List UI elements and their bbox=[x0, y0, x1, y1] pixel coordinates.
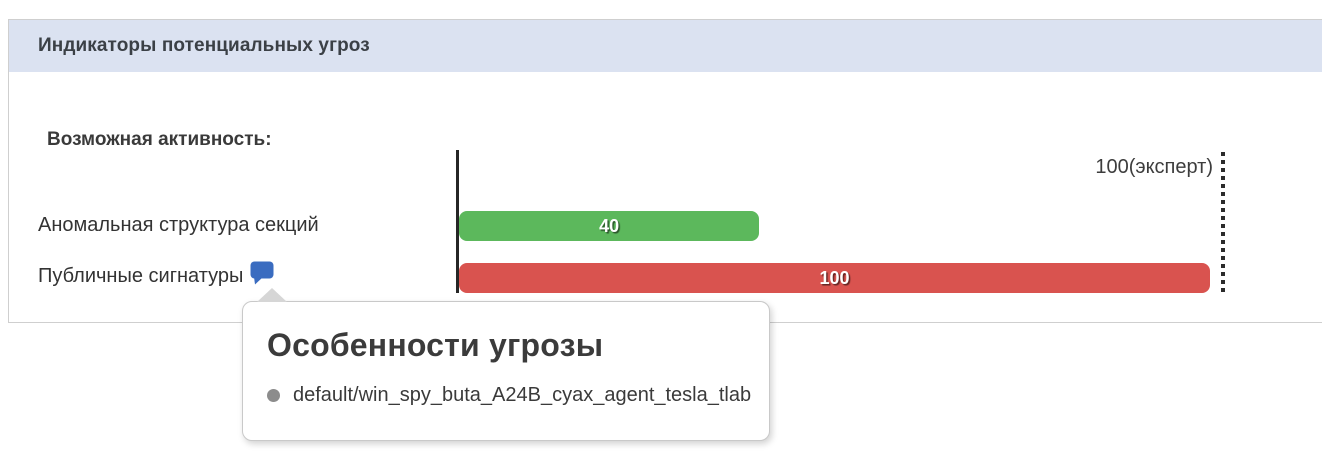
bar-anomalous-sections[interactable]: 40 bbox=[459, 211, 760, 241]
tooltip-item-text: default/win_spy_buta_A24B_cyax_agent_tes… bbox=[293, 384, 752, 406]
bar-public-signatures[interactable]: 100 bbox=[459, 263, 1210, 293]
bar-value: 100 bbox=[819, 267, 850, 288]
bullet-icon bbox=[267, 389, 280, 402]
comment-icon[interactable] bbox=[250, 261, 275, 285]
panel-title: Индикаторы потенциальных угроз bbox=[38, 35, 370, 56]
panel-header: Индикаторы потенциальных угроз bbox=[9, 20, 1322, 72]
chart-baseline bbox=[456, 150, 459, 293]
row-label-public-signatures: Публичные сигнатуры bbox=[38, 265, 244, 287]
tooltip-arrow-icon bbox=[257, 288, 287, 302]
bar-value: 40 bbox=[599, 215, 620, 236]
bar-track: 100 bbox=[459, 263, 1210, 293]
chart-max-dotted-line bbox=[1221, 152, 1225, 296]
tooltip-list-item: default/win_spy_buta_A24B_cyax_agent_tes… bbox=[267, 384, 751, 407]
threat-features-tooltip: Особенности угрозы default/win_spy_buta_… bbox=[242, 301, 770, 441]
chart-max-label: 100(эксперт) bbox=[1095, 156, 1213, 178]
row-label-anomalous-sections: Аномальная структура секций bbox=[38, 214, 319, 236]
section-label: Возможная активность: bbox=[47, 129, 272, 150]
tooltip-title: Особенности угрозы bbox=[267, 327, 604, 363]
bar-track: 40 bbox=[459, 211, 1210, 241]
